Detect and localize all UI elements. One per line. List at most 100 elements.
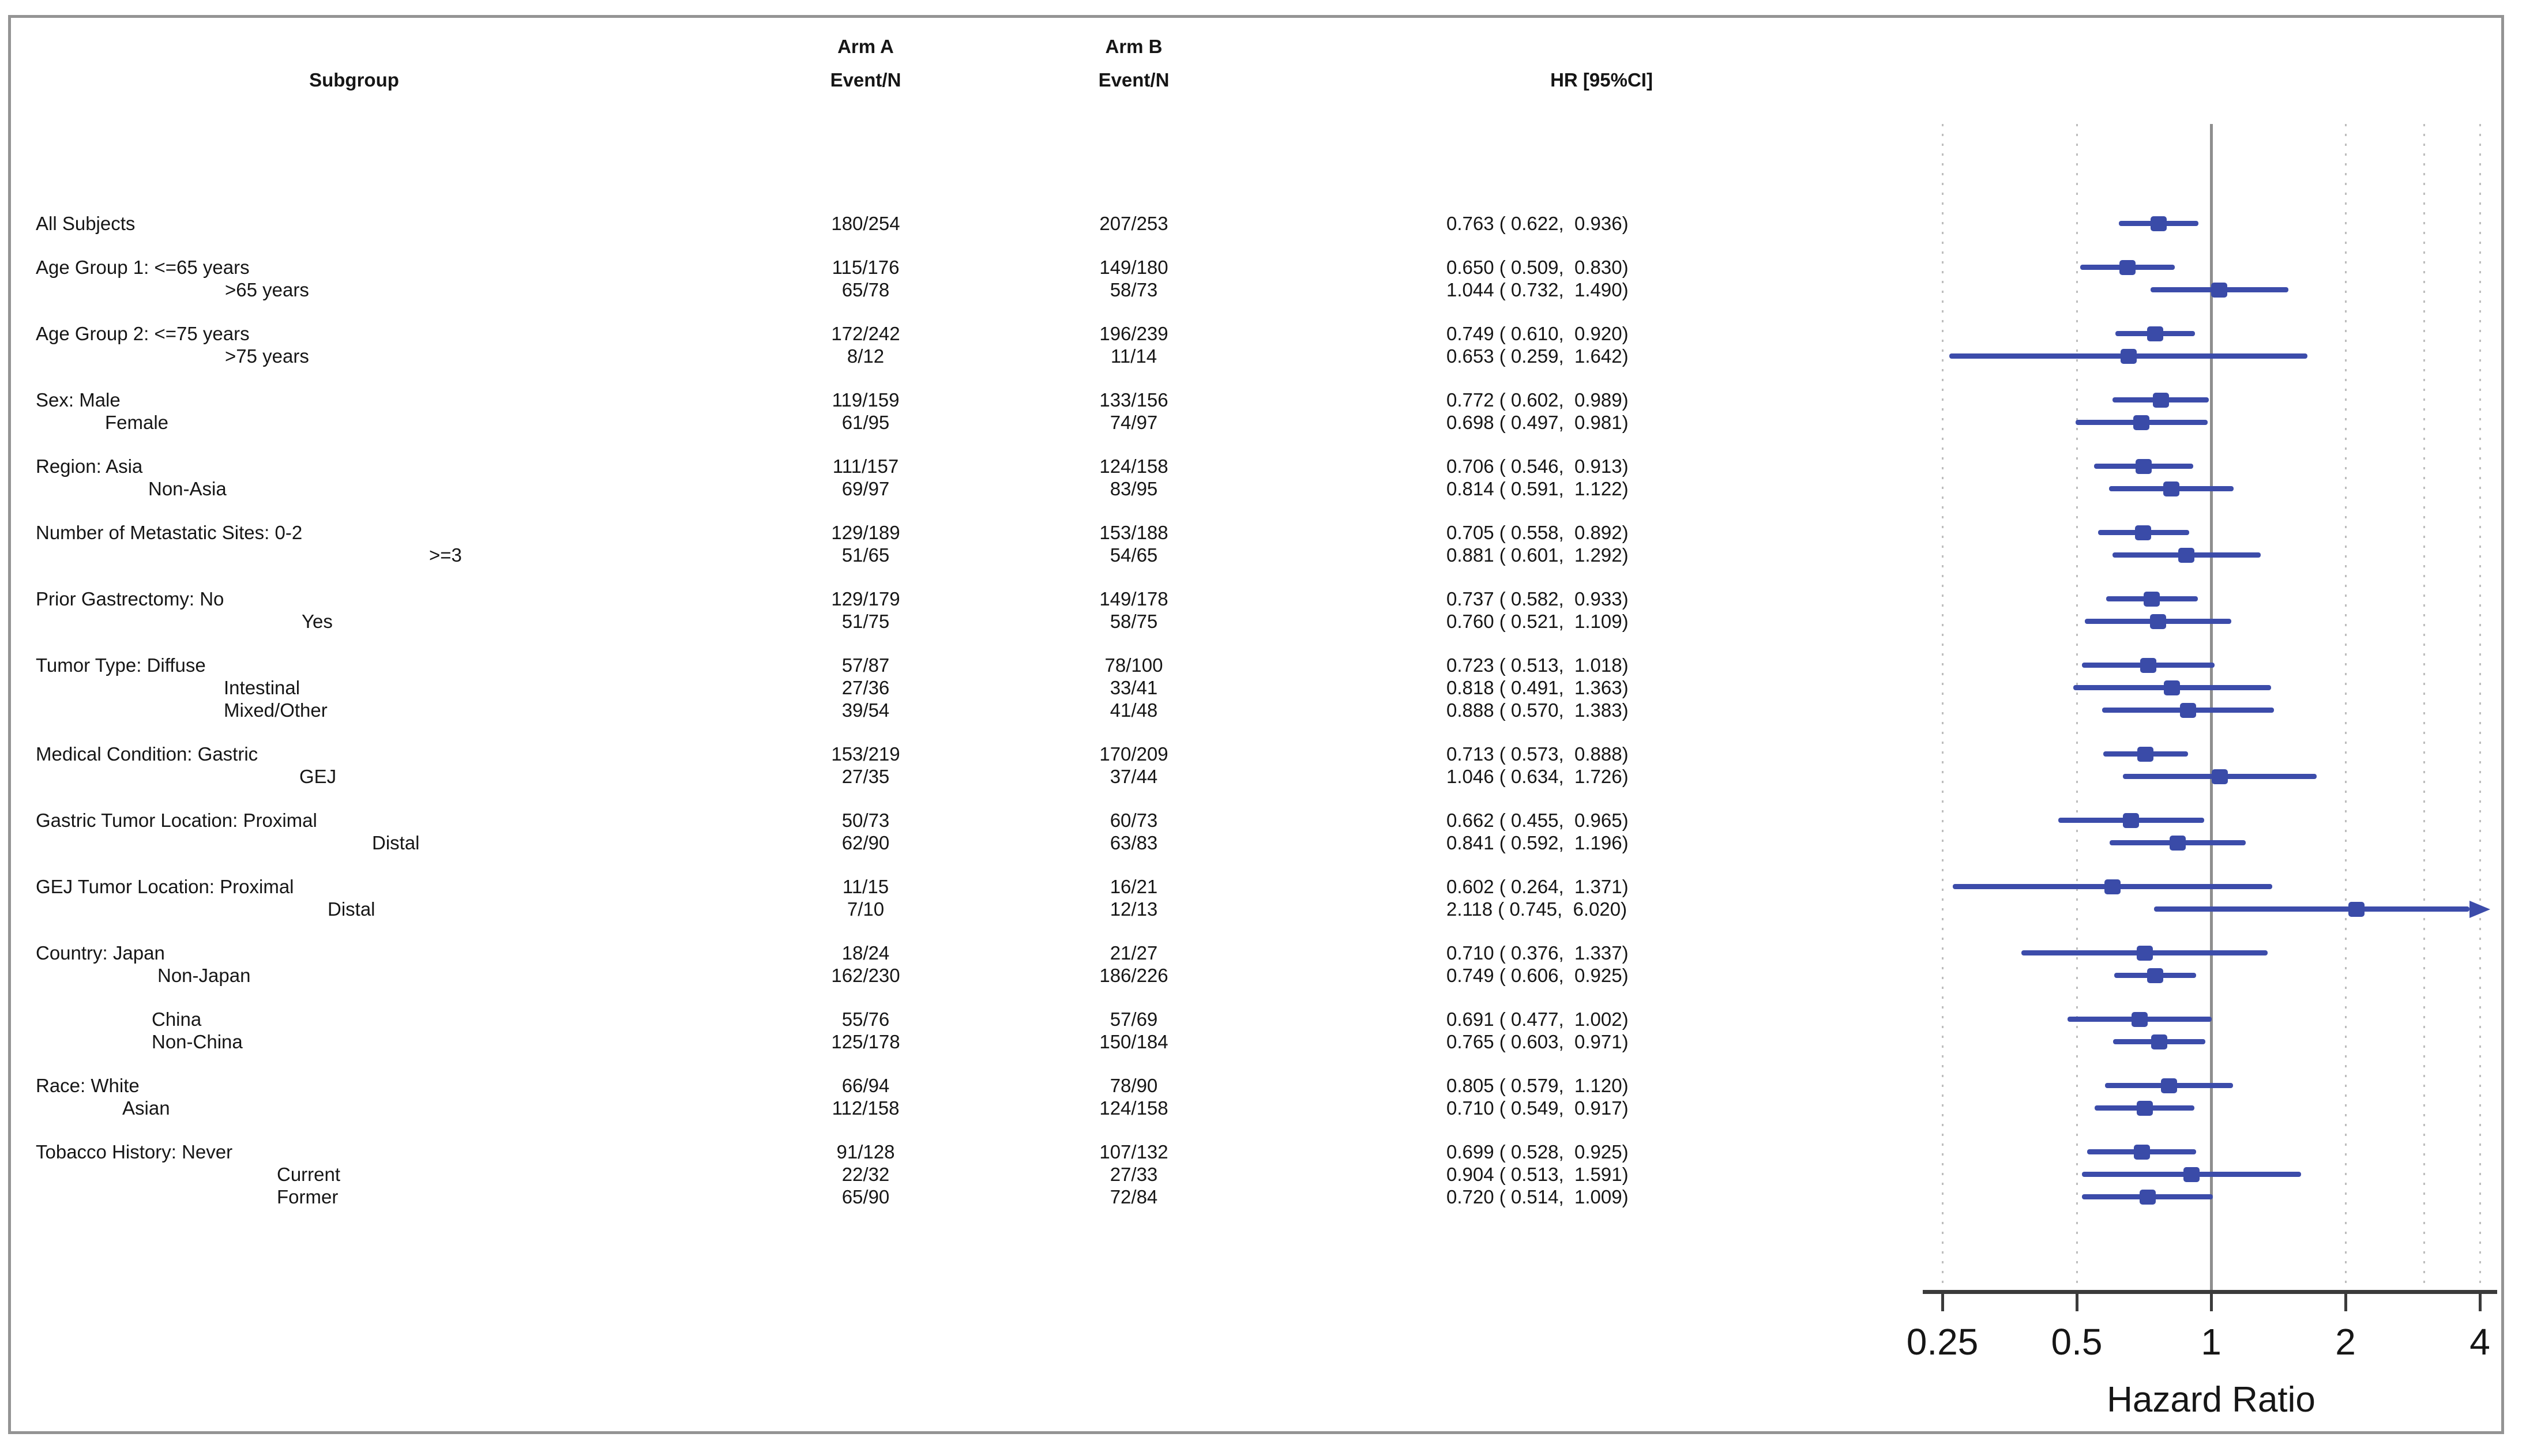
column-header-hr-ci: HR [95%CI] bbox=[1550, 69, 1653, 91]
forest-row: Former 65/90 72/84 0.720 ( 0.514, 1.009) bbox=[0, 1186, 2526, 1208]
hr-ci-text: 0.749 ( 0.606, 0.925) bbox=[1446, 965, 1629, 986]
hr-ci-text: 0.691 ( 0.477, 1.002) bbox=[1446, 1009, 1629, 1030]
x-axis-tick bbox=[2210, 1292, 2213, 1311]
arm-a-event-n: 22/32 bbox=[841, 1164, 890, 1185]
arm-b-event-n: 11/14 bbox=[1110, 345, 1157, 367]
arm-a-event-n: 61/95 bbox=[841, 412, 890, 433]
forest-row: Non-China 125/178 150/184 0.765 ( 0.603, 0.… bbox=[0, 1031, 2526, 1053]
hr-point-marker bbox=[2211, 283, 2228, 298]
forest-row: Female 61/95 74/97 0.698 ( 0.497, 0.981) bbox=[0, 412, 2526, 434]
arm-b-event-n: 153/188 bbox=[1099, 522, 1168, 543]
arm-b-event-n: 21/27 bbox=[1110, 942, 1158, 964]
forest-row: Age Group 2: <=75 years 172/242 196/239 0.7… bbox=[0, 323, 2526, 345]
subgroup-label: Female bbox=[105, 412, 169, 433]
arm-a-event-n: 50/73 bbox=[841, 810, 890, 831]
arm-a-event-n: 66/94 bbox=[841, 1075, 890, 1096]
forest-row: Region: Asia 111/157 124/158 0.706 ( 0.546,… bbox=[0, 456, 2526, 477]
hr-ci-text: 0.602 ( 0.264, 1.371) bbox=[1446, 876, 1629, 897]
forest-row: Prior Gastrectomy: No 129/179 149/178 0.737… bbox=[0, 588, 2526, 610]
arm-b-event-n: 149/180 bbox=[1099, 257, 1168, 278]
hr-point-marker bbox=[2151, 216, 2167, 231]
arm-b-event-n: 58/75 bbox=[1110, 611, 1158, 632]
arm-b-event-n: 149/178 bbox=[1099, 588, 1168, 610]
hr-ci-text: 0.763 ( 0.622, 0.936) bbox=[1446, 213, 1629, 234]
arm-b-event-n: 196/239 bbox=[1099, 323, 1168, 344]
hr-ci-text: 0.772 ( 0.602, 0.989) bbox=[1446, 389, 1629, 411]
arm-b-event-n: 54/65 bbox=[1110, 544, 1158, 566]
arm-a-event-n: 119/159 bbox=[832, 389, 900, 411]
column-header-arm-a-eventn: Event/N bbox=[830, 69, 901, 91]
hr-point-marker bbox=[2136, 946, 2153, 961]
column-header-arm-b-eventn: Event/N bbox=[1098, 69, 1170, 91]
forest-row: Distal 62/90 63/83 0.841 ( 0.592, 1.196) bbox=[0, 832, 2526, 854]
arm-b-event-n: 170/209 bbox=[1099, 743, 1168, 765]
dotted-gridline bbox=[2076, 124, 2078, 1292]
hr-ci-text: 0.841 ( 0.592, 1.196) bbox=[1446, 832, 1629, 853]
x-axis-tick-label: 0.25 bbox=[1906, 1321, 1979, 1363]
arm-a-event-n: 11/15 bbox=[842, 876, 889, 897]
arm-b-event-n: 60/73 bbox=[1110, 810, 1158, 831]
hr-ci-text: 0.713 ( 0.573, 0.888) bbox=[1446, 743, 1629, 765]
hr-point-marker bbox=[2163, 481, 2179, 496]
hr-point-marker bbox=[2104, 879, 2121, 894]
subgroup-label: Tobacco History: Never bbox=[36, 1141, 233, 1162]
subgroup-label: Prior Gastrectomy: No bbox=[36, 588, 224, 610]
forest-row: Non-Asia 69/97 83/95 0.814 ( 0.591, 1.122) bbox=[0, 478, 2526, 500]
arm-b-event-n: 78/100 bbox=[1104, 654, 1163, 676]
hr-ci-text: 0.698 ( 0.497, 0.981) bbox=[1446, 412, 1629, 433]
hr-ci-text: 0.737 ( 0.582, 0.933) bbox=[1446, 588, 1629, 610]
column-header-arm-a: Arm A bbox=[837, 36, 894, 57]
hr-point-marker bbox=[2147, 968, 2163, 983]
hr-point-marker bbox=[2180, 703, 2197, 718]
arm-a-event-n: 27/36 bbox=[841, 677, 890, 698]
subgroup-label: Age Group 1: <=65 years bbox=[36, 257, 250, 278]
forest-row: Mixed/Other 39/54 41/48 0.888 ( 0.570, 1.38… bbox=[0, 699, 2526, 721]
hr-ci-text: 0.760 ( 0.521, 1.109) bbox=[1446, 611, 1629, 632]
dotted-gridline bbox=[2423, 124, 2426, 1292]
ci-line bbox=[2154, 906, 2469, 912]
arm-a-event-n: 51/65 bbox=[841, 544, 890, 566]
arm-a-event-n: 162/230 bbox=[831, 965, 900, 986]
hr-ci-text: 0.814 ( 0.591, 1.122) bbox=[1446, 478, 1629, 499]
forest-row: Non-Japan 162/230 186/226 0.749 ( 0.606, 0.… bbox=[0, 965, 2526, 987]
hr-point-marker bbox=[2137, 747, 2154, 762]
x-axis-tick bbox=[1941, 1292, 1944, 1311]
hr-point-marker bbox=[2131, 1012, 2148, 1027]
arm-a-event-n: 111/157 bbox=[832, 456, 899, 477]
subgroup-label: Yes bbox=[302, 611, 333, 632]
forest-row: Asian 112/158 124/158 0.710 ( 0.549, 0.917) bbox=[0, 1097, 2526, 1119]
hr-point-marker bbox=[2135, 459, 2152, 474]
subgroup-label: Distal bbox=[372, 832, 420, 853]
x-axis-tick-label: 2 bbox=[2335, 1321, 2356, 1363]
dotted-gridline bbox=[2345, 124, 2347, 1292]
arm-b-event-n: 72/84 bbox=[1110, 1186, 1158, 1207]
forest-row: GEJ Tumor Location: Proximal 11/15 16/21 0.… bbox=[0, 876, 2526, 898]
forest-row: Country: Japan 18/24 21/27 0.710 ( 0.376, 1… bbox=[0, 942, 2526, 964]
subgroup-label: >75 years bbox=[225, 345, 309, 367]
forest-row: >65 years 65/78 58/73 1.044 ( 0.732, 1.490) bbox=[0, 279, 2526, 301]
hr-point-marker bbox=[2153, 393, 2169, 408]
hr-point-marker bbox=[2178, 548, 2195, 563]
subgroup-label: Sex: Male bbox=[36, 389, 121, 411]
subgroup-label: GEJ Tumor Location: Proximal bbox=[36, 876, 294, 897]
hr-ci-text: 0.720 ( 0.514, 1.009) bbox=[1446, 1186, 1629, 1207]
hr-point-marker bbox=[2169, 836, 2186, 851]
arm-a-event-n: 153/219 bbox=[831, 743, 900, 765]
forest-row: Age Group 1: <=65 years 115/176 149/180 0.6… bbox=[0, 257, 2526, 279]
arm-b-event-n: 124/158 bbox=[1099, 1097, 1168, 1119]
x-axis-tick-label: 1 bbox=[2201, 1321, 2221, 1363]
hr-point-marker bbox=[2135, 525, 2152, 540]
ci-overflow-arrow bbox=[2469, 901, 2490, 918]
column-header-subgroup: Subgroup bbox=[309, 69, 399, 91]
arm-a-event-n: 27/35 bbox=[841, 766, 890, 787]
hr-ci-text: 0.723 ( 0.513, 1.018) bbox=[1446, 654, 1629, 676]
arm-b-event-n: 107/132 bbox=[1099, 1141, 1168, 1162]
arm-a-event-n: 7/10 bbox=[847, 898, 885, 920]
subgroup-label: Mixed/Other bbox=[224, 699, 328, 721]
hr-ci-text: 0.888 ( 0.570, 1.383) bbox=[1446, 699, 1629, 721]
subgroup-label: Country: Japan bbox=[36, 942, 165, 964]
arm-b-event-n: 207/253 bbox=[1099, 213, 1168, 234]
arm-a-event-n: 8/12 bbox=[847, 345, 885, 367]
forest-row: Intestinal 27/36 33/41 0.818 ( 0.491, 1.363… bbox=[0, 677, 2526, 699]
arm-b-event-n: 41/48 bbox=[1110, 699, 1158, 721]
